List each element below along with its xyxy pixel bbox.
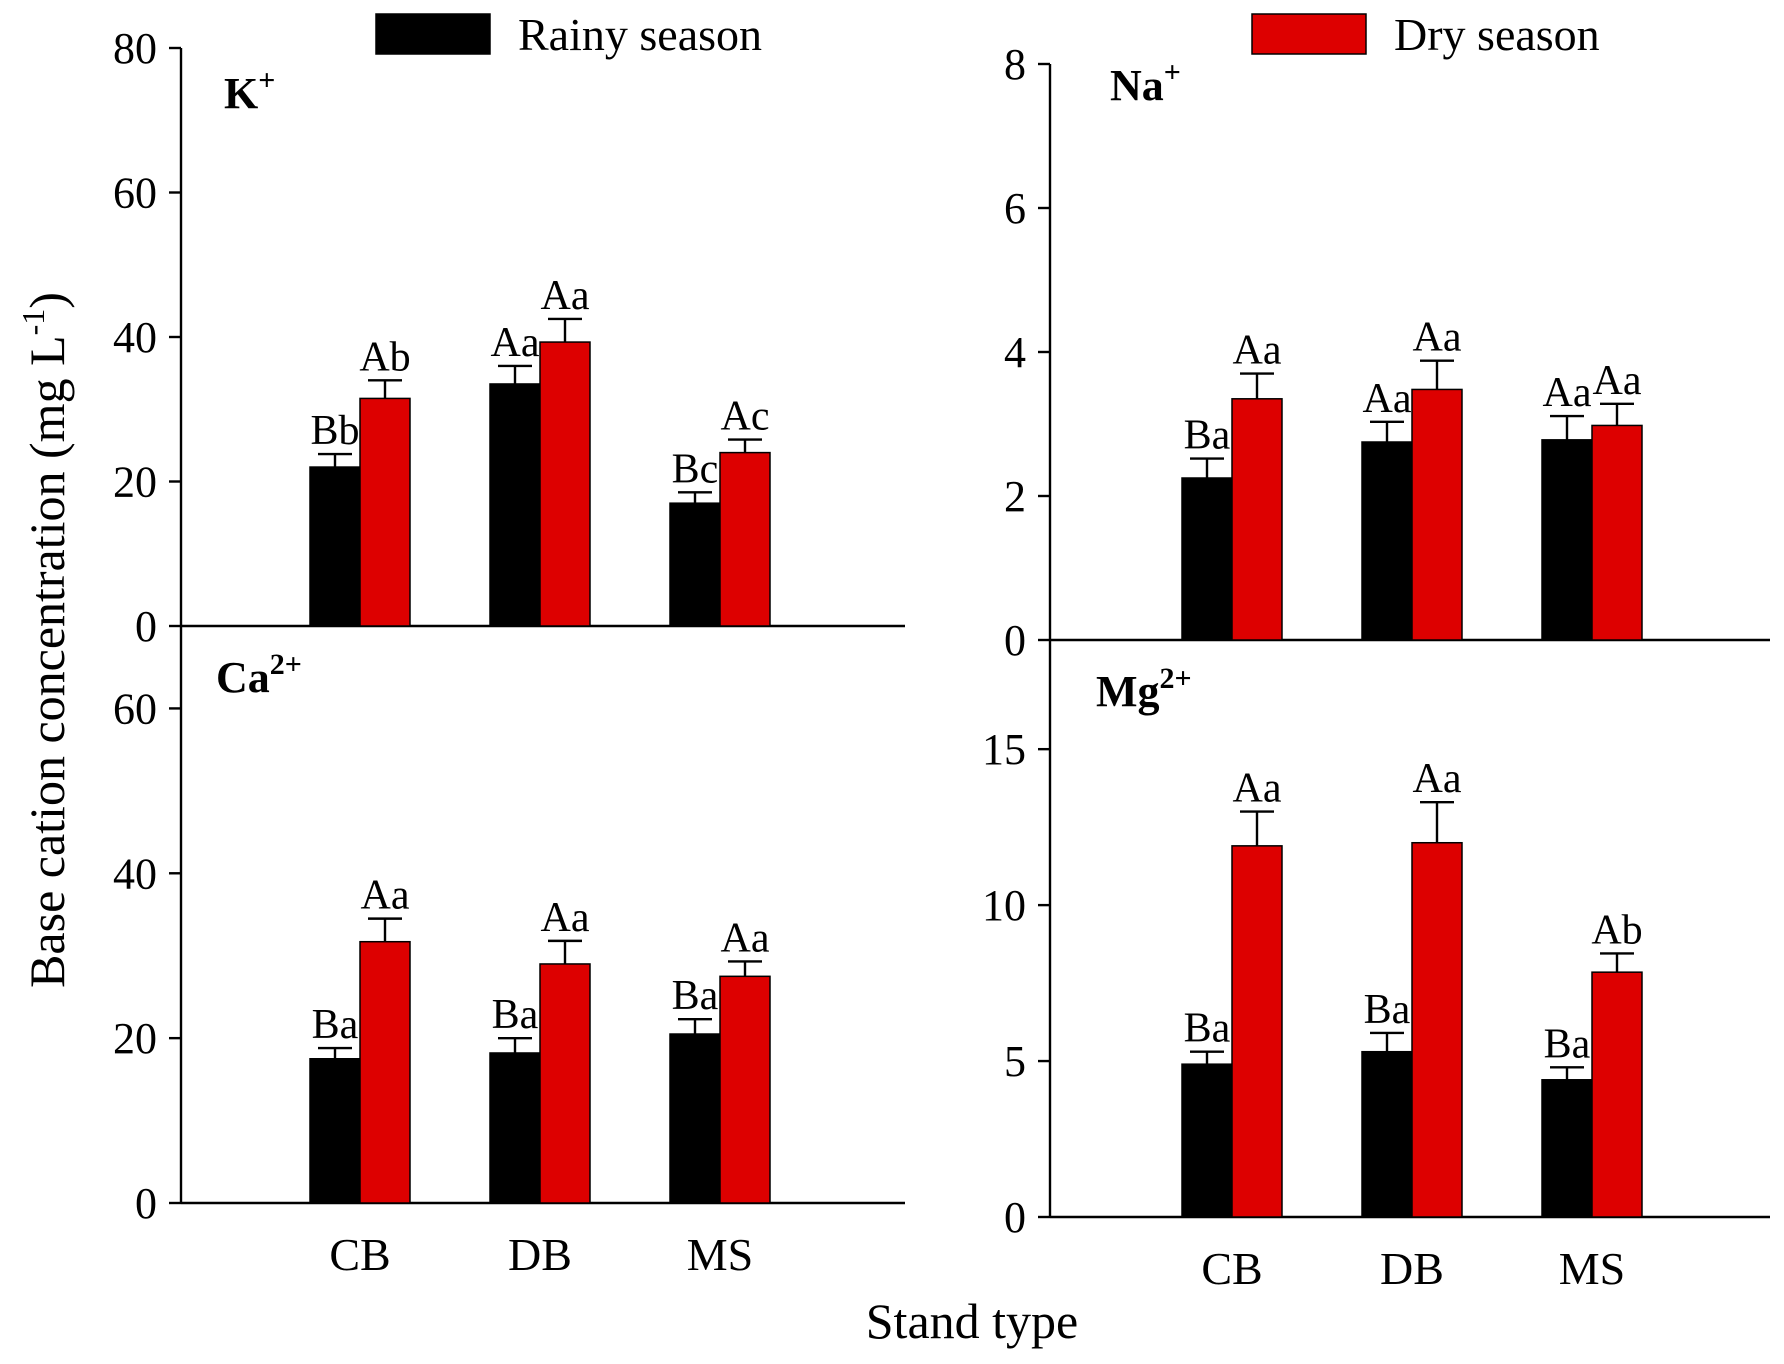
bar-rainy-ms [669,502,721,627]
legend-label-dry: Dry season [1394,9,1600,60]
bar-dry-cb [359,940,411,1204]
bar-dry-db [1411,841,1463,1218]
bar-rainy-db [489,1052,541,1204]
y-tick-label: 40 [113,313,157,362]
bar-dry-cb [1231,398,1283,641]
significance-label: Ba [672,973,719,1019]
bar-rainy-ms [1541,1079,1593,1218]
panel-mg: 0 5 10 15 Mg2+ Ba Aa CB Ba Aa DB Ba Ab MS [982,640,1770,1294]
significance-label: Aa [541,273,590,319]
category-label-cb: CB [329,1229,390,1280]
bar-rainy-db [1361,441,1413,641]
y-tick-label: 15 [982,725,1026,774]
significance-label: Aa [1233,328,1282,374]
category-label-ms: MS [1559,1243,1625,1294]
legend-swatch-dry [1251,13,1367,55]
y-tick-label: 5 [1004,1037,1026,1086]
bar-rainy-ms [669,1033,721,1204]
panel-label: Ca2+ [216,648,302,702]
bar-rainy-db [489,383,541,627]
significance-label: Bc [672,446,719,492]
y-tick-label: 80 [113,24,157,73]
bar-rainy-cb [309,466,361,627]
y-tick-label: 6 [1004,184,1026,233]
y-tick-label: 20 [113,458,157,507]
y-axis-title-sup: -1 [15,309,51,336]
y-tick-label: 60 [113,169,157,218]
y-tick-label: 4 [1004,328,1026,377]
significance-label: Aa [361,873,410,919]
bar-dry-cb [1231,845,1283,1218]
significance-label: Ba [1184,413,1231,459]
significance-label: Aa [1543,370,1592,416]
bar-dry-ms [1591,971,1643,1218]
category-label-cb: CB [1201,1243,1262,1294]
category-label-db: DB [1380,1243,1444,1294]
significance-label: Ba [1544,1021,1591,1067]
bar-dry-db [539,341,591,627]
y-tick-label: 0 [1004,1193,1026,1242]
significance-label: Aa [1593,358,1642,404]
significance-label: Ab [359,334,410,380]
significance-label: Ac [721,394,770,440]
significance-label: Ba [492,992,539,1038]
significance-label: Aa [541,895,590,941]
significance-label: Ba [1364,987,1411,1033]
significance-label: Ba [312,1002,359,1048]
bar-rainy-cb [1181,477,1233,641]
y-tick-label: 0 [135,1179,157,1228]
x-axis-title: Stand type [866,1293,1078,1349]
y-tick-label: 2 [1004,472,1026,521]
panel-label: Mg2+ [1096,662,1192,716]
y-tick-label: 0 [1004,616,1026,665]
significance-label: Aa [1413,756,1462,802]
y-tick-label: 60 [113,684,157,733]
bar-dry-ms [719,975,771,1204]
panel-label: K+ [224,64,275,118]
significance-label: Aa [1363,376,1412,422]
significance-label: Ba [1184,1006,1231,1052]
y-tick-label: 8 [1004,40,1026,89]
bar-rainy-db [1361,1050,1413,1218]
bar-rainy-cb [309,1058,361,1204]
bar-rainy-cb [1181,1063,1233,1218]
y-tick-label: 10 [982,881,1026,930]
legend-swatch-rainy [375,13,491,55]
category-label-db: DB [508,1229,572,1280]
legend-label-rainy: Rainy season [518,9,762,60]
bar-dry-db [539,963,591,1204]
bar-dry-db [1411,388,1463,641]
bar-dry-ms [1591,424,1643,641]
category-label-ms: MS [687,1229,753,1280]
legend: Rainy season Dry season [375,9,1600,60]
bar-rainy-ms [1541,439,1593,641]
y-tick-label: 20 [113,1014,157,1063]
bar-dry-cb [359,397,411,627]
y-tick-label: 40 [113,849,157,898]
y-axis-title: Base cation concentration (mg L-1) [15,292,75,988]
panel-label: Na+ [1110,56,1181,110]
significance-label: Aa [1233,766,1282,812]
significance-label: Bb [310,408,359,454]
bar-dry-ms [719,451,771,627]
significance-label: Aa [1413,315,1462,361]
significance-label: Ab [1591,907,1642,953]
significance-label: Aa [491,320,540,366]
significance-label: Aa [721,915,770,961]
y-tick-label: 0 [135,602,157,651]
